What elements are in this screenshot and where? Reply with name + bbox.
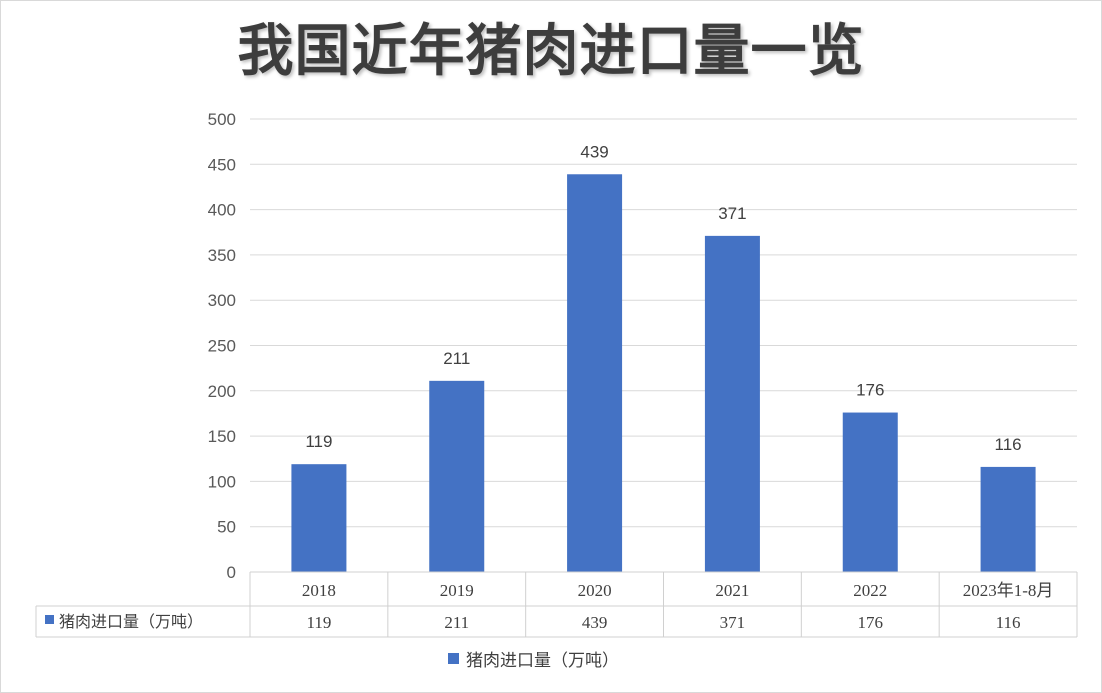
y-tick-label: 250	[208, 337, 236, 356]
y-tick-label: 500	[208, 110, 236, 129]
legend-swatch	[448, 653, 459, 664]
x-category-label: 2021	[715, 581, 749, 600]
data-label: 116	[995, 435, 1022, 454]
data-label: 211	[443, 349, 470, 368]
bar	[842, 412, 898, 572]
y-tick-label: 400	[208, 201, 236, 220]
y-tick-label: 200	[208, 382, 236, 401]
table-series-swatch	[45, 615, 54, 624]
legend-label: 猪肉进口量（万吨）	[466, 651, 619, 671]
data-label: 439	[580, 142, 608, 161]
y-tick-label: 300	[208, 291, 236, 310]
table-series-label: 猪肉进口量（万吨）	[59, 612, 203, 631]
bar	[567, 174, 623, 573]
bars	[291, 174, 1036, 573]
x-category-label: 2022	[853, 581, 887, 600]
bar	[291, 464, 347, 572]
bar	[704, 235, 760, 572]
data-labels: 119 211 439 371 176 116	[305, 142, 1021, 454]
legend: 猪肉进口量（万吨）	[448, 651, 619, 671]
y-tick-label: 50	[217, 518, 236, 537]
y-tick-label: 100	[208, 472, 236, 491]
table-value: 119	[306, 613, 331, 632]
data-label: 371	[718, 204, 746, 223]
y-tick-label: 150	[208, 427, 236, 446]
data-label: 176	[856, 381, 884, 400]
y-tick-label: 350	[208, 246, 236, 265]
table-value: 176	[858, 613, 884, 632]
y-tick-label: 0	[227, 563, 236, 582]
chart-title: 我国近年猪肉进口量一览	[237, 19, 865, 84]
table-value: 371	[720, 613, 746, 632]
table-value: 116	[996, 613, 1021, 632]
bar	[980, 466, 1036, 572]
x-category-label: 2019	[440, 581, 474, 600]
table-value: 439	[582, 613, 608, 632]
x-category-label: 2020	[578, 581, 612, 600]
y-axis-ticks: 0 50 100 150 200 250 300 350 400 450 500	[208, 110, 236, 582]
table-value: 211	[444, 613, 469, 632]
x-category-label: 2023年1-8月	[963, 581, 1054, 600]
data-label: 119	[305, 432, 332, 451]
gridlines	[250, 118, 1077, 528]
data-table: 2018 119 2019 211 2020 439 2021 371 2022 176 2023年…	[35, 571, 1078, 638]
bar	[429, 380, 485, 572]
x-category-label: 2018	[302, 581, 336, 600]
y-tick-label: 450	[208, 155, 236, 174]
